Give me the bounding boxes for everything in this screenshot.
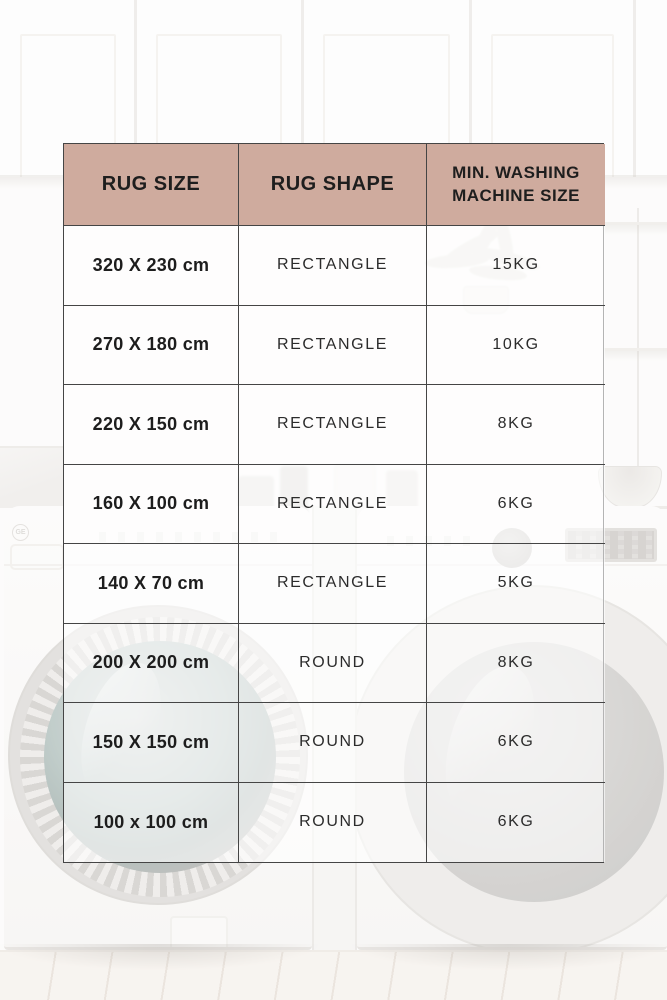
wood-floor [0, 950, 667, 1000]
rug-washing-table: RUG SIZE RUG SHAPE MIN. WASHING MACHINE … [63, 143, 605, 863]
shelf-shadow [604, 225, 667, 235]
cabinet-door-panel [491, 34, 614, 177]
machine-floor-shadow [352, 944, 667, 970]
header-rug-size: RUG SIZE [64, 144, 239, 226]
machine-size-cell: 8KG [427, 623, 605, 703]
shelf-shadow [604, 351, 667, 361]
rug-size-cell: 270 X 180 cm [64, 305, 239, 385]
shelving-divider [637, 208, 639, 476]
machine-floor-shadow [0, 944, 318, 970]
rug-shape-cell: RECTANGLE [239, 305, 427, 385]
rug-shape-cell: ROUND [239, 782, 427, 862]
shelf [604, 348, 667, 351]
machine-size-cell: 6KG [427, 782, 605, 862]
rug-size-cell: 200 X 200 cm [64, 623, 239, 703]
machine-size-cell: 8KG [427, 385, 605, 465]
cabinet-door-panel [20, 34, 116, 177]
shelf [604, 222, 667, 225]
header-rug-shape: RUG SHAPE [239, 144, 427, 226]
header-machine-size: MIN. WASHING MACHINE SIZE [427, 144, 605, 226]
cabinet-door-gap [134, 0, 137, 177]
cabinet-door-gap [469, 0, 472, 177]
machine-size-cell: 5KG [427, 544, 605, 624]
machine-size-cell: 6KG [427, 464, 605, 544]
brand-logo: GE [12, 524, 29, 541]
rug-size-cell: 140 X 70 cm [64, 544, 239, 624]
cabinet-door-panel [323, 34, 450, 177]
rug-shape-cell: ROUND [239, 623, 427, 703]
rug-size-cell: 320 X 230 cm [64, 226, 239, 306]
rug-shape-cell: ROUND [239, 703, 427, 783]
cabinet-door-panel [156, 34, 282, 177]
machine-size-cell: 10KG [427, 305, 605, 385]
cabinet-door-gap [633, 0, 636, 177]
rug-shape-cell: RECTANGLE [239, 226, 427, 306]
rug-shape-cell: RECTANGLE [239, 464, 427, 544]
machine-size-cell: 15KG [427, 226, 605, 306]
rug-size-cell: 150 X 150 cm [64, 703, 239, 783]
rug-shape-cell: RECTANGLE [239, 385, 427, 465]
service-door [170, 916, 228, 947]
cabinet-door-gap [301, 0, 304, 177]
rug-size-cell: 220 X 150 cm [64, 385, 239, 465]
marble-countertop [0, 446, 63, 508]
rug-size-cell: 160 X 100 cm [64, 464, 239, 544]
machine-size-cell: 6KG [427, 703, 605, 783]
rug-shape-cell: RECTANGLE [239, 544, 427, 624]
rug-size-cell: 100 x 100 cm [64, 782, 239, 862]
